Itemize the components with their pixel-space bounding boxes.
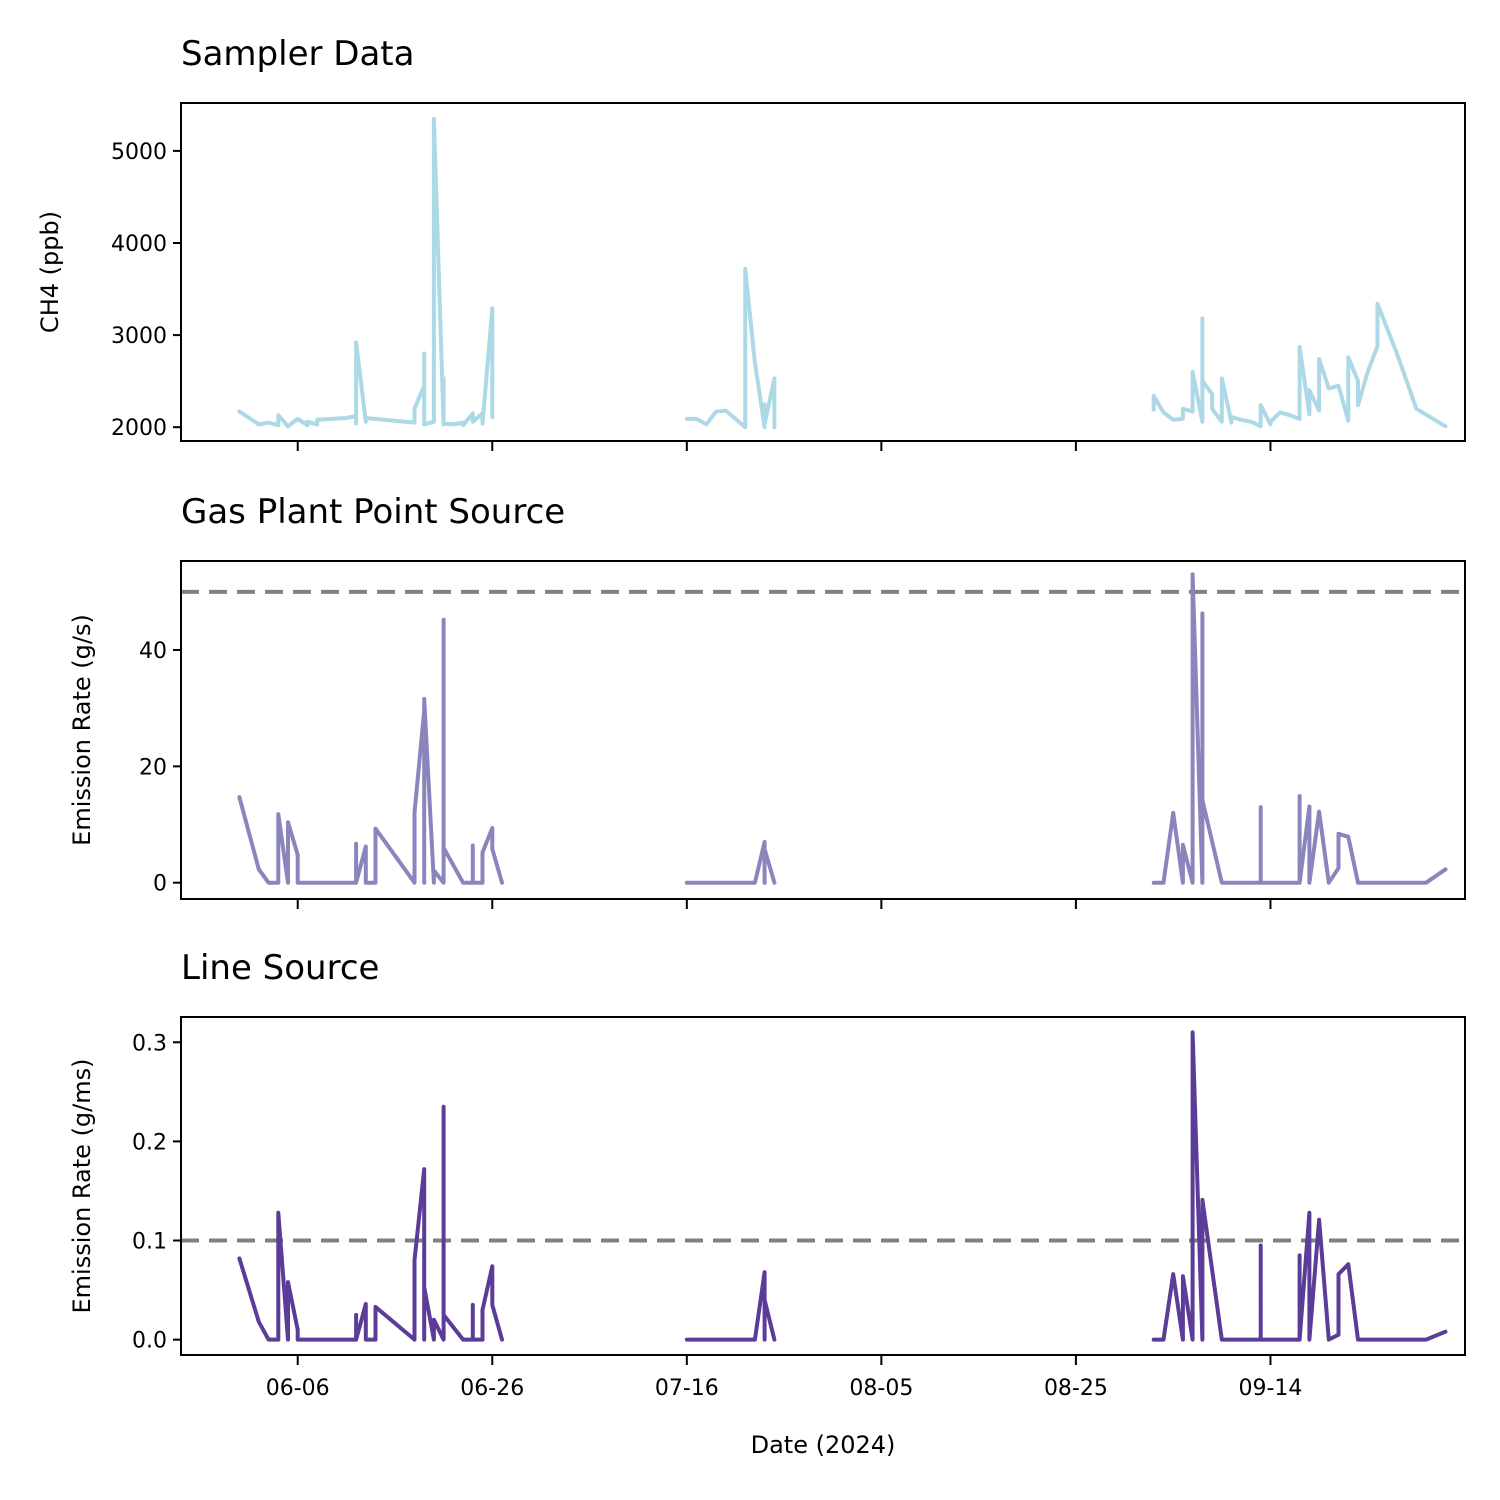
x-tick-label: 07-16 (655, 1376, 719, 1401)
y-tick-label: 4000 (111, 232, 167, 257)
y-axis-label: Emission Rate (g/ms) (68, 1059, 96, 1314)
series-line (684, 1270, 777, 1342)
y-tick-label: 0.1 (132, 1230, 167, 1255)
y-axis-label: Emission Rate (g/s) (68, 614, 96, 846)
plot-frame (180, 560, 1466, 900)
y-tick-label: 40 (139, 639, 167, 664)
x-tick-label: 08-05 (849, 1376, 913, 1401)
y-tick-label: 2000 (111, 416, 167, 441)
x-axis-label: Date (2024) (751, 1431, 896, 1459)
y-tick-label: 0.0 (132, 1329, 167, 1354)
x-tick-label: 08-25 (1044, 1376, 1108, 1401)
chart-panels: Sampler Data 2000 3000 4000 5000 CH4 (ppb) Gas… (36, 34, 1466, 1459)
series-line (1151, 572, 1448, 885)
series-line (237, 116, 495, 429)
series-line (684, 266, 777, 430)
series-group (237, 1030, 1448, 1342)
x-tick-label: 09-14 (1238, 1376, 1302, 1401)
y-tick-label: 0 (153, 872, 167, 897)
series-group (237, 572, 1448, 885)
y-tick-label: 0.3 (132, 1031, 167, 1056)
chart-panel: Sampler Data 2000 3000 4000 5000 CH4 (ppb) (36, 34, 1466, 451)
y-tick-label: 20 (139, 755, 167, 780)
series-group (237, 116, 1448, 430)
y-tick-label: 3000 (111, 324, 167, 349)
chart-panel: Line Source 0.0 0.1 0.2 0.3 06-06 06-26 07-16 08… (68, 948, 1466, 1459)
plot-frame (180, 1016, 1466, 1356)
panel-title: Sampler Data (181, 34, 414, 74)
x-tick-label: 06-26 (460, 1376, 524, 1401)
y-tick-label: 0.2 (132, 1130, 167, 1155)
series-line (1151, 301, 1448, 429)
chart-panel: Gas Plant Point Source 0 20 40 Emission Rate… (68, 492, 1466, 909)
x-tick-label: 06-06 (266, 1376, 330, 1401)
series-line (1151, 1030, 1448, 1342)
panel-title: Line Source (181, 948, 379, 988)
series-line (237, 1104, 504, 1342)
panel-title: Gas Plant Point Source (181, 492, 565, 532)
y-axis-label: CH4 (ppb) (36, 211, 64, 333)
series-line (237, 617, 504, 885)
series-line (684, 840, 777, 885)
plot-frame (180, 102, 1466, 442)
y-tick-label: 5000 (111, 140, 167, 165)
